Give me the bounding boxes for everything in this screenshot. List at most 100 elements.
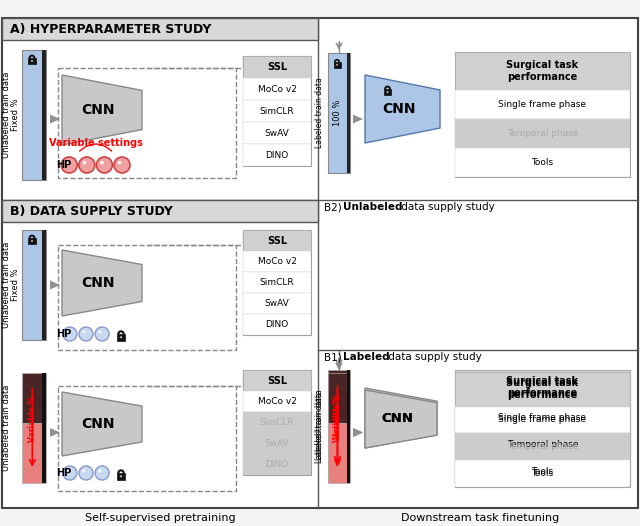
Polygon shape bbox=[50, 428, 60, 437]
Polygon shape bbox=[243, 314, 311, 335]
Polygon shape bbox=[50, 280, 60, 289]
Circle shape bbox=[31, 60, 33, 62]
Polygon shape bbox=[455, 372, 630, 407]
Circle shape bbox=[83, 470, 85, 472]
Circle shape bbox=[63, 466, 77, 480]
Polygon shape bbox=[455, 407, 630, 433]
Polygon shape bbox=[365, 390, 437, 448]
Text: Fixed %: Fixed % bbox=[12, 269, 20, 301]
Circle shape bbox=[97, 157, 113, 173]
Polygon shape bbox=[62, 392, 142, 456]
Polygon shape bbox=[353, 115, 363, 124]
Circle shape bbox=[63, 327, 77, 341]
Polygon shape bbox=[243, 251, 311, 272]
Circle shape bbox=[31, 240, 33, 242]
Polygon shape bbox=[455, 433, 630, 460]
Text: B) DATA SUPPLY STUDY: B) DATA SUPPLY STUDY bbox=[10, 205, 173, 217]
Text: Tools: Tools bbox=[531, 469, 554, 478]
Text: MoCo v2: MoCo v2 bbox=[257, 85, 296, 94]
Text: CNN: CNN bbox=[81, 417, 115, 431]
Polygon shape bbox=[455, 460, 630, 487]
Circle shape bbox=[118, 161, 122, 164]
Polygon shape bbox=[243, 230, 311, 251]
Polygon shape bbox=[42, 50, 46, 180]
Polygon shape bbox=[243, 56, 311, 78]
Circle shape bbox=[67, 330, 69, 333]
Text: SimCLR: SimCLR bbox=[260, 106, 294, 116]
Polygon shape bbox=[347, 53, 350, 173]
Polygon shape bbox=[455, 89, 630, 119]
Text: data supply study: data supply study bbox=[398, 202, 495, 212]
Text: B1): B1) bbox=[324, 352, 345, 362]
Polygon shape bbox=[328, 53, 350, 173]
Polygon shape bbox=[42, 373, 46, 483]
Text: Labeled train data: Labeled train data bbox=[316, 390, 324, 460]
Polygon shape bbox=[328, 420, 350, 480]
Text: SSL: SSL bbox=[267, 62, 287, 72]
Polygon shape bbox=[353, 428, 363, 437]
Text: Surgical task
performance: Surgical task performance bbox=[506, 378, 579, 400]
Polygon shape bbox=[243, 272, 311, 293]
Polygon shape bbox=[42, 230, 46, 340]
Text: Labeled train data: Labeled train data bbox=[316, 392, 324, 463]
Circle shape bbox=[65, 161, 68, 164]
Text: DINO: DINO bbox=[266, 150, 289, 159]
Text: MoCo v2: MoCo v2 bbox=[257, 397, 296, 406]
Polygon shape bbox=[455, 372, 630, 487]
Polygon shape bbox=[455, 119, 630, 148]
Text: Surgical task
performance: Surgical task performance bbox=[506, 60, 579, 82]
Circle shape bbox=[120, 336, 122, 339]
Circle shape bbox=[95, 327, 109, 341]
Text: Variable %: Variable % bbox=[333, 396, 342, 442]
Text: MoCo v2: MoCo v2 bbox=[257, 257, 296, 266]
Text: Self-supervised pretraining: Self-supervised pretraining bbox=[84, 513, 236, 523]
Text: Tools: Tools bbox=[531, 158, 554, 167]
Circle shape bbox=[99, 470, 101, 472]
Polygon shape bbox=[328, 373, 350, 422]
Circle shape bbox=[99, 330, 101, 333]
Polygon shape bbox=[455, 370, 630, 485]
Text: Variable %: Variable % bbox=[28, 396, 37, 442]
Polygon shape bbox=[455, 431, 630, 458]
Text: data supply study: data supply study bbox=[385, 352, 482, 362]
Text: Unlabeled train data: Unlabeled train data bbox=[3, 385, 12, 471]
Text: CNN: CNN bbox=[381, 412, 413, 426]
Text: SimCLR: SimCLR bbox=[260, 418, 294, 427]
Text: A) HYPERPARAMETER STUDY: A) HYPERPARAMETER STUDY bbox=[10, 23, 211, 35]
Polygon shape bbox=[333, 62, 340, 67]
Polygon shape bbox=[243, 454, 311, 475]
Polygon shape bbox=[62, 250, 142, 316]
Polygon shape bbox=[455, 404, 630, 431]
Text: SwAV: SwAV bbox=[264, 439, 289, 448]
Text: Labeled train data: Labeled train data bbox=[316, 78, 324, 148]
Text: Unlabeled train data: Unlabeled train data bbox=[3, 242, 12, 328]
Polygon shape bbox=[243, 391, 311, 412]
Text: Variable %: Variable % bbox=[333, 393, 342, 439]
Circle shape bbox=[79, 327, 93, 341]
Polygon shape bbox=[455, 52, 630, 89]
Text: B2): B2) bbox=[324, 202, 345, 212]
Polygon shape bbox=[347, 370, 350, 480]
Text: Temporal phase: Temporal phase bbox=[507, 440, 579, 449]
Text: Downstream task finetuning: Downstream task finetuning bbox=[401, 513, 559, 523]
Text: SimCLR: SimCLR bbox=[260, 278, 294, 287]
Text: SSL: SSL bbox=[267, 376, 287, 386]
Text: HP: HP bbox=[56, 468, 72, 478]
Polygon shape bbox=[455, 52, 630, 177]
Circle shape bbox=[83, 161, 86, 164]
Text: Fixed %: Fixed % bbox=[12, 99, 20, 132]
Polygon shape bbox=[116, 473, 125, 480]
Polygon shape bbox=[365, 75, 440, 143]
Polygon shape bbox=[28, 58, 36, 64]
Polygon shape bbox=[62, 75, 142, 145]
Text: SSL: SSL bbox=[267, 236, 287, 246]
Polygon shape bbox=[243, 412, 311, 433]
Polygon shape bbox=[116, 334, 125, 341]
Polygon shape bbox=[347, 373, 350, 483]
Circle shape bbox=[67, 470, 69, 472]
Circle shape bbox=[100, 161, 104, 164]
Text: Labeled: Labeled bbox=[343, 352, 390, 362]
Circle shape bbox=[83, 330, 85, 333]
Polygon shape bbox=[243, 122, 311, 144]
Text: DINO: DINO bbox=[266, 320, 289, 329]
